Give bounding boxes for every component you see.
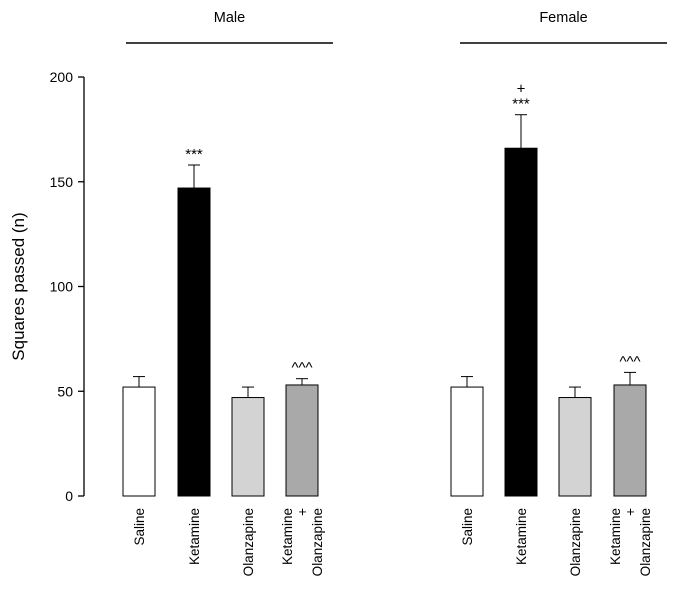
bar: [450, 386, 484, 497]
category-label: Saline: [460, 508, 475, 546]
y-tick-label: 150: [50, 174, 74, 190]
significance-marker: +: [517, 81, 526, 98]
category-label: +: [295, 508, 310, 516]
category-label: Ketamine: [280, 508, 295, 565]
group-label: Female: [539, 10, 587, 26]
bar: [177, 187, 211, 497]
significance-marker: ^^^: [291, 360, 312, 377]
category-label: Ketamine: [608, 508, 623, 565]
y-tick-label: 200: [50, 69, 74, 85]
group-label: Male: [214, 10, 245, 26]
bar: [558, 397, 592, 497]
significance-marker: ***: [512, 96, 530, 113]
category-label: Ketamine: [514, 508, 529, 565]
bar: [285, 384, 319, 497]
category-label: +: [623, 508, 638, 516]
category-label: Olanzapine: [241, 508, 256, 576]
y-tick-label: 50: [57, 383, 73, 399]
category-label: Ketamine: [187, 508, 202, 565]
y-axis-label: Squares passed (n): [9, 212, 28, 360]
y-tick-label: 0: [65, 488, 73, 504]
significance-marker: ***: [185, 146, 203, 163]
bar: [613, 384, 647, 497]
bar: [231, 397, 265, 497]
bar: [122, 386, 156, 497]
category-label: Olanzapine: [310, 508, 325, 576]
category-label: Olanzapine: [568, 508, 583, 576]
category-label: Saline: [132, 508, 147, 546]
category-label: Olanzapine: [638, 508, 653, 576]
significance-marker: ^^^: [619, 353, 640, 370]
bar: [504, 147, 538, 497]
y-tick-label: 100: [50, 279, 74, 295]
